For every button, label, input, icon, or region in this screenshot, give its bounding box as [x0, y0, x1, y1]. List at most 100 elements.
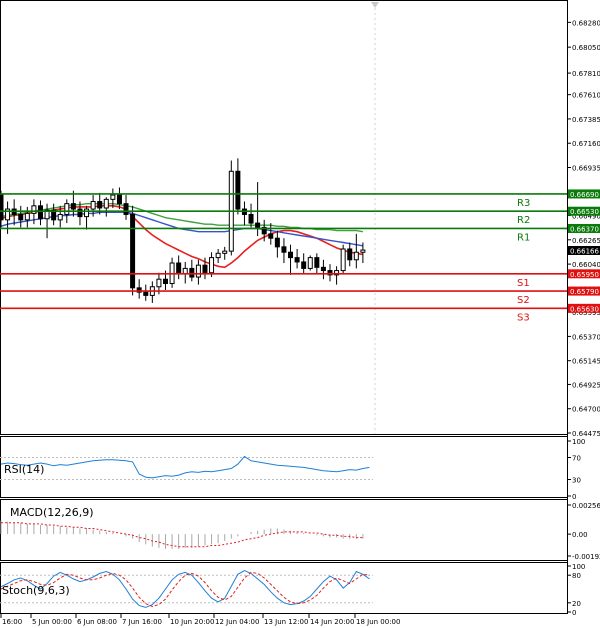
- level-price-tag: [568, 189, 600, 199]
- candle: [195, 259, 201, 285]
- candle: [182, 261, 188, 284]
- indicator-tick-label: 0.00: [572, 531, 588, 539]
- candle: [360, 242, 366, 264]
- level-name-r1: R1: [517, 232, 530, 243]
- price-tick-label: 0.67385: [572, 116, 600, 124]
- rsi-panel: [0, 436, 568, 498]
- candle: [70, 190, 76, 217]
- level-price-label: 0.65950: [570, 271, 599, 279]
- candle: [327, 264, 333, 282]
- candle: [241, 201, 247, 226]
- price-tick-label: 0.66265: [572, 237, 600, 245]
- price-tick-label: 0.66490: [572, 213, 600, 221]
- price-tick-label: 0.68280: [572, 19, 600, 27]
- price-tick-label: 0.65370: [572, 333, 600, 341]
- time-tick-label: 14 Jun 20:00: [310, 618, 354, 626]
- candle: [37, 200, 43, 226]
- candle: [202, 257, 208, 280]
- last-price-tag: [568, 245, 600, 255]
- candle: [149, 281, 155, 303]
- level-price-tag: [568, 286, 600, 296]
- candle: [18, 205, 24, 228]
- candle: [353, 233, 359, 269]
- candle: [77, 201, 83, 226]
- macd-title: MACD(12,26,9): [10, 506, 94, 519]
- candle: [281, 238, 287, 264]
- candle: [136, 279, 142, 299]
- candle: [261, 219, 267, 242]
- level-price-label: 0.65790: [570, 288, 599, 296]
- candle: [110, 188, 116, 208]
- candle: [90, 195, 96, 217]
- time-tick-label: 12 Jun 04:00: [215, 618, 259, 626]
- candle: [222, 246, 228, 260]
- stoch-signal-line: [0, 571, 370, 608]
- moving-average-line: [0, 205, 364, 269]
- candle: [189, 259, 195, 282]
- candle: [248, 203, 254, 228]
- indicator-tick-label: 0: [572, 609, 576, 617]
- main-panel: [0, 0, 568, 435]
- price-tick-label: 0.67810: [572, 70, 600, 78]
- level-price-label: 0.66370: [570, 225, 599, 233]
- candle: [255, 182, 261, 237]
- price-tick-label: 0.67610: [572, 92, 600, 100]
- time-tick-label: 18 Jun 00:00: [356, 618, 400, 626]
- candle: [123, 195, 129, 220]
- time-tick-label: 10 Jun 20:00: [170, 618, 214, 626]
- level-name-s2: S2: [517, 295, 530, 306]
- time-tick-label: 13 Jun 12:00: [264, 618, 308, 626]
- indicator-tick-label: 20: [572, 600, 581, 608]
- candle: [11, 199, 17, 226]
- candle: [268, 223, 274, 245]
- candle: [288, 244, 294, 275]
- level-price-label: 0.65630: [570, 305, 599, 313]
- candle: [176, 255, 182, 280]
- macd-signal-line: [1, 522, 363, 548]
- candle: [340, 244, 346, 274]
- level-name-s1: S1: [517, 278, 530, 289]
- indicator-tick-label: 0.002563: [572, 502, 600, 510]
- indicator-tick-label: 80: [572, 572, 581, 580]
- candle: [116, 187, 122, 210]
- level-name-r2: R2: [517, 215, 530, 226]
- rsi-title: RSI(14): [4, 463, 44, 476]
- time-tick-label: 5 Jun 00:00: [32, 618, 72, 626]
- stoch-main-line: [0, 570, 370, 608]
- candle: [143, 284, 149, 301]
- level-price-label: 0.66690: [570, 191, 599, 199]
- scroll-marker-icon[interactable]: [371, 2, 379, 8]
- time-tick-label: 6 Jun 08:00: [77, 618, 117, 626]
- level-price-tag: [568, 269, 600, 279]
- level-price-label: 0.66530: [570, 208, 599, 216]
- candle: [103, 197, 109, 217]
- candle: [51, 203, 57, 226]
- level-price-tag: [568, 303, 600, 313]
- level-name-r3: R3: [517, 198, 530, 209]
- indicator-tick-label: 30: [572, 477, 581, 485]
- candle: [0, 190, 4, 228]
- candle: [84, 205, 90, 230]
- candle: [294, 248, 300, 269]
- candle: [314, 253, 320, 274]
- price-tick-label: 0.66935: [572, 165, 600, 173]
- candle: [169, 257, 175, 288]
- price-tick-label: 0.64700: [572, 406, 600, 414]
- time-tick-label: 7 Jun 16:00: [122, 618, 162, 626]
- candle: [274, 230, 280, 258]
- candle: [215, 248, 221, 264]
- candle: [307, 255, 313, 271]
- candle: [209, 252, 215, 278]
- level-price-tag: [568, 206, 600, 216]
- rsi-line: [0, 455, 370, 479]
- candle: [130, 205, 136, 296]
- indicator-tick-label: -0.001922: [572, 553, 600, 561]
- indicator-tick-label: 100: [572, 438, 585, 446]
- stoch-title: Stoch(9,6,3): [2, 584, 70, 597]
- stoch-panel: [0, 562, 568, 614]
- candle: [301, 253, 307, 274]
- candle: [57, 205, 63, 228]
- price-tick-label: 0.65145: [572, 358, 600, 366]
- time-tick-label: 16:00: [2, 618, 22, 626]
- level-price-tag: [568, 223, 600, 233]
